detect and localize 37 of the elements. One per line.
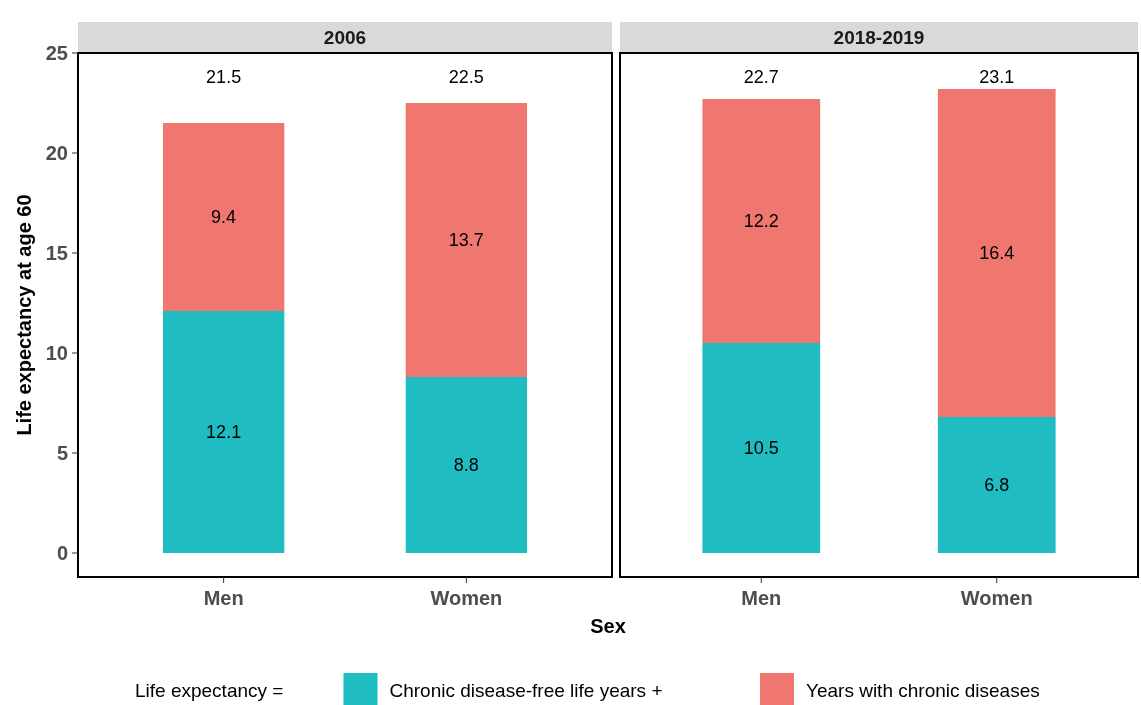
bar	[937, 417, 1056, 553]
data-label: 12.2	[743, 211, 779, 231]
chart-title: 2006	[323, 27, 367, 48]
legend-label: Chronic disease-free life years +	[389, 679, 663, 701]
bar	[405, 103, 528, 377]
y-tick-label: 15	[45, 242, 68, 264]
bar	[405, 377, 528, 553]
bar	[162, 311, 285, 553]
data-label: 8.8	[453, 455, 479, 475]
total-label: 22.5	[448, 67, 484, 87]
chart-title: 2018-2019	[833, 27, 925, 48]
total-label: 22.7	[743, 67, 779, 87]
x-tick-label: Women	[430, 587, 503, 609]
x-tick-label: Women	[960, 587, 1033, 609]
data-label: 6.8	[984, 475, 1010, 495]
x-tick-label: Men	[741, 587, 782, 609]
y-tick-label: 20	[45, 142, 68, 164]
bar	[937, 89, 1056, 417]
data-label: 16.4	[979, 243, 1015, 263]
y-tick-label: 5	[56, 442, 68, 464]
data-label: 9.4	[211, 207, 237, 227]
bar	[702, 99, 821, 343]
data-label: 10.5	[743, 438, 779, 458]
y-axis-title: Life expectancy at age 60	[13, 194, 35, 436]
total-label: 23.1	[979, 67, 1015, 87]
y-tick-label: 10	[45, 342, 68, 364]
data-label: 13.7	[448, 230, 484, 250]
legend-title: Life expectancy =	[135, 679, 284, 701]
bar	[162, 123, 285, 311]
total-label: 21.5	[206, 67, 242, 87]
y-tick-label: 0	[56, 542, 68, 564]
data-label: 12.1	[206, 422, 242, 442]
bar	[702, 343, 821, 553]
y-tick-label: 25	[45, 42, 68, 64]
x-axis-title: Sex	[590, 615, 626, 637]
x-tick-label: Men	[203, 587, 244, 609]
legend-label: Years with chronic diseases	[806, 679, 1040, 701]
